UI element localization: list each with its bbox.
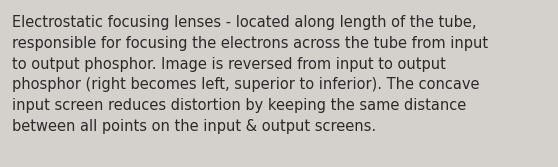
- Text: Electrostatic focusing lenses - located along length of the tube,
responsible fo: Electrostatic focusing lenses - located …: [12, 15, 488, 134]
